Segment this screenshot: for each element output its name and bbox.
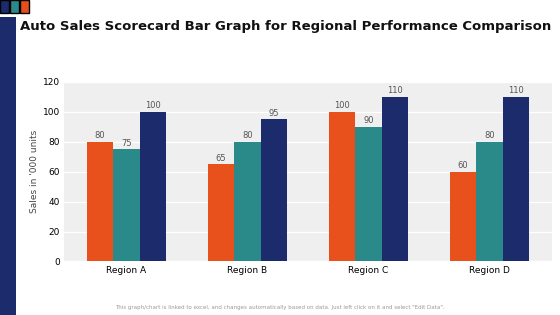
Text: 110: 110 bbox=[388, 86, 403, 95]
Text: 80: 80 bbox=[95, 131, 105, 140]
Text: 80: 80 bbox=[242, 131, 253, 140]
Text: 100: 100 bbox=[334, 101, 350, 110]
Text: 75: 75 bbox=[121, 139, 132, 148]
Text: 100: 100 bbox=[145, 101, 161, 110]
Text: Auto Sales Scorecard Bar Graph for Regional Performance Comparison: Auto Sales Scorecard Bar Graph for Regio… bbox=[20, 20, 551, 33]
Text: This graph/chart is linked to excel, and changes automatically based on data. Ju: This graph/chart is linked to excel, and… bbox=[115, 305, 445, 310]
Bar bbox=[355, 127, 382, 261]
Bar bbox=[234, 142, 261, 261]
Text: 60: 60 bbox=[458, 161, 468, 170]
Bar bbox=[450, 172, 476, 261]
Bar bbox=[140, 112, 166, 261]
Bar bbox=[113, 149, 140, 261]
Bar bbox=[208, 164, 234, 261]
Text: 65: 65 bbox=[216, 154, 226, 163]
Text: 110: 110 bbox=[508, 86, 524, 95]
Text: 95: 95 bbox=[269, 109, 279, 118]
Text: 80: 80 bbox=[484, 131, 495, 140]
Bar bbox=[503, 97, 529, 261]
Text: 90: 90 bbox=[363, 116, 374, 125]
Bar bbox=[382, 97, 408, 261]
Bar bbox=[476, 142, 503, 261]
Y-axis label: Sales in '000 units: Sales in '000 units bbox=[30, 130, 39, 213]
Bar bbox=[329, 112, 355, 261]
Bar bbox=[87, 142, 113, 261]
Bar bbox=[261, 119, 287, 261]
